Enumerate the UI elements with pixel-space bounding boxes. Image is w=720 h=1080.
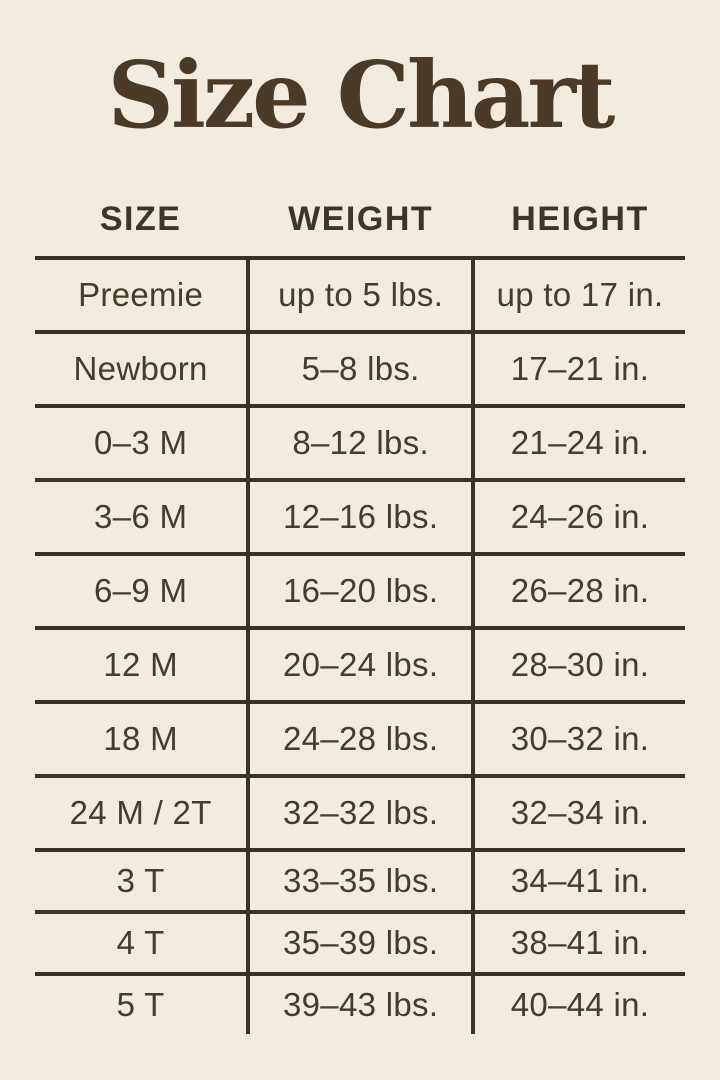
table-row-18m: 18 M 24–28 lbs. 30–32 in.: [35, 699, 685, 774]
table-row-0-3m: 0–3 M 8–12 lbs. 21–24 in.: [35, 403, 685, 478]
size-cell: 6–9 M: [94, 571, 188, 609]
height-cell: up to 17 in.: [496, 275, 664, 313]
height-cell: 28–30 in.: [510, 645, 650, 683]
size-cell: 12 M: [103, 645, 178, 683]
weight-cell: 16–20 lbs.: [246, 555, 476, 626]
table-row-24m-2t: 24 M / 2T 32–32 lbs. 32–34 in.: [35, 773, 685, 848]
size-cell: 3 T: [116, 861, 165, 899]
column-header-height: HEIGHT: [511, 200, 649, 239]
height-cell: 30–32 in.: [510, 719, 650, 757]
size-cell: 3–6 M: [94, 497, 188, 535]
height-cell: 40–44 in.: [510, 985, 650, 1023]
table-row-preemie: Preemie up to 5 lbs. up to 17 in.: [35, 255, 685, 330]
weight-cell: 20–24 lbs.: [246, 629, 476, 700]
size-cell: 24 M / 2T: [69, 793, 212, 831]
size-cell: Preemie: [78, 275, 204, 313]
size-cell: 18 M: [103, 719, 178, 757]
weight-cell: 8–12 lbs.: [246, 407, 476, 478]
size-cell: 5 T: [116, 985, 165, 1023]
size-cell: 4 T: [116, 923, 165, 961]
table-row-12m: 12 M 20–24 lbs. 28–30 in.: [35, 625, 685, 700]
page-title: Size Chart: [107, 41, 616, 149]
column-header-size: SIZE: [99, 200, 182, 239]
weight-cell: up to 5 lbs.: [246, 259, 476, 330]
weight-cell: 32–32 lbs.: [246, 777, 476, 848]
weight-cell: 24–28 lbs.: [246, 703, 476, 774]
table-header-row: SIZE WEIGHT HEIGHT: [35, 184, 685, 256]
weight-cell: 5–8 lbs.: [246, 333, 476, 404]
height-cell: 26–28 in.: [510, 571, 650, 609]
height-cell: 38–41 in.: [510, 923, 650, 961]
weight-cell: 39–43 lbs.: [246, 975, 476, 1034]
height-cell: 21–24 in.: [510, 423, 650, 461]
height-cell: 24–26 in.: [510, 497, 650, 535]
table-row-5t: 5 T 39–43 lbs. 40–44 in.: [35, 971, 685, 1034]
weight-cell: 33–35 lbs.: [246, 851, 476, 910]
column-header-weight: WEIGHT: [288, 200, 434, 239]
table-row-3t: 3 T 33–35 lbs. 34–41 in.: [35, 847, 685, 910]
size-cell: Newborn: [73, 349, 208, 387]
size-chart-page: Size Chart SIZE WEIGHT HEIGHT Preemie up…: [0, 41, 720, 1080]
table-row-3-6m: 3–6 M 12–16 lbs. 24–26 in.: [35, 477, 685, 552]
height-cell: 17–21 in.: [510, 349, 650, 387]
table-row-4t: 4 T 35–39 lbs. 38–41 in.: [35, 909, 685, 972]
height-cell: 34–41 in.: [510, 861, 650, 899]
size-cell: 0–3 M: [94, 423, 188, 461]
size-chart-table: SIZE WEIGHT HEIGHT Preemie up to 5 lbs. …: [35, 184, 685, 1034]
table-row-6-9m: 6–9 M 16–20 lbs. 26–28 in.: [35, 551, 685, 626]
height-cell: 32–34 in.: [510, 793, 650, 831]
table-row-newborn: Newborn 5–8 lbs. 17–21 in.: [35, 329, 685, 404]
weight-cell: 12–16 lbs.: [246, 481, 476, 552]
weight-cell: 35–39 lbs.: [246, 913, 476, 972]
